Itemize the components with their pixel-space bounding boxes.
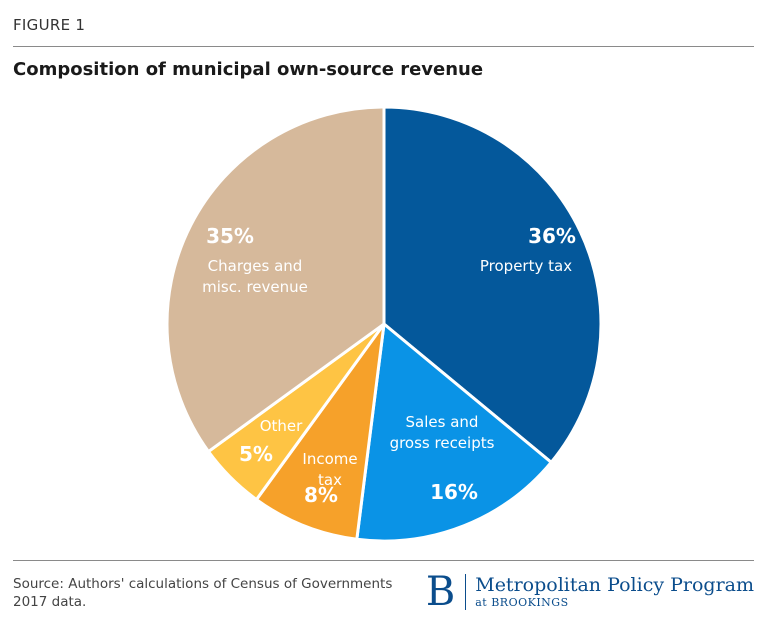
bottom-divider: [13, 560, 754, 561]
brand-sub: at BROOKINGS: [475, 596, 569, 609]
slice-value-other: 5%: [239, 442, 273, 466]
top-divider: [13, 46, 754, 47]
slice-label-line: gross receipts: [390, 434, 495, 452]
pie-slice-income-tax: [254, 322, 386, 541]
slice-label-line: Sales and: [406, 413, 479, 431]
pie-chart: 36% Property tax 16% Sales and gross receipt…: [165, 105, 603, 543]
slice-label-sales-and-gross-receipts: Sales and gross receipts: [390, 413, 495, 452]
brand-name: Metropolitan Policy Program: [475, 574, 754, 596]
slice-label-other: Other: [260, 417, 303, 435]
brookings-logo: B Metropolitan Policy Program at BROOKIN…: [426, 572, 754, 612]
slice-label-line: misc. revenue: [202, 278, 308, 296]
chart-title: Composition of municipal own-source reve…: [13, 59, 484, 80]
slice-value-property-tax: 36%: [528, 224, 576, 248]
slice-label-income-tax: Income tax: [302, 450, 357, 489]
slice-label-property-tax: Property tax: [480, 257, 572, 275]
pie-slice-property-tax: [382, 105, 603, 464]
slice-label-charges-and-misc-revenue: Charges and misc. revenue: [202, 257, 308, 296]
slice-label-line: Charges and: [208, 257, 303, 275]
slice-label-line: tax: [318, 471, 342, 489]
pie-slice-sales-and-gross-receipts: [355, 322, 553, 543]
brand-divider: [465, 574, 467, 610]
brand-text: Metropolitan Policy Program at BROOKINGS: [475, 574, 754, 610]
figure-label: FIGURE 1: [13, 16, 86, 34]
slice-value-sales-and-gross-receipts: 16%: [430, 480, 478, 504]
source-note: Source: Authors' calculations of Census …: [13, 576, 393, 610]
pie-slice-charges-and-misc-revenue: [165, 105, 386, 454]
slice-label-line: Property tax: [480, 257, 572, 275]
slice-label-line: Other: [260, 417, 303, 435]
slice-label-line: Income: [302, 450, 357, 468]
slice-value-income-tax: 8%: [304, 483, 338, 507]
brand-mark: B: [425, 569, 456, 615]
slice-value-charges-and-misc-revenue: 35%: [206, 224, 254, 248]
